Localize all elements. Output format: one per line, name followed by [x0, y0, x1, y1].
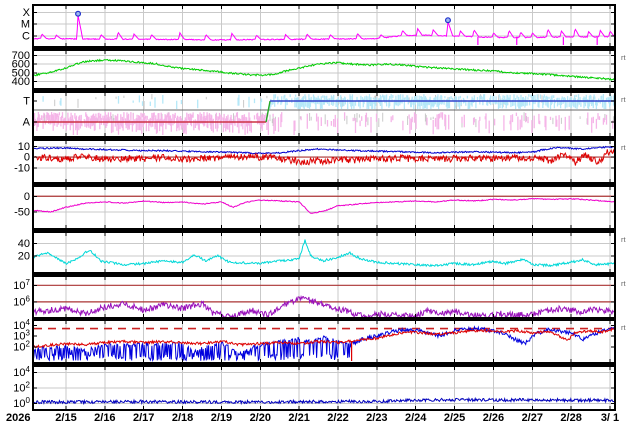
x-axis-date-label: 2/15 — [55, 412, 76, 424]
panel-border — [32, 275, 616, 319]
x-axis-date-label: 2/20 — [250, 412, 271, 424]
y-axis-label: 102 — [13, 339, 30, 353]
y-axis-label: X — [23, 7, 31, 19]
y-axis-label: 600 — [12, 59, 30, 71]
y-axis-label: 20 — [18, 250, 30, 262]
y-axis-label: 40 — [18, 238, 30, 250]
y-axis-label: 10 — [18, 141, 30, 153]
y-axis-label: T — [23, 96, 30, 108]
series-electron-flux — [34, 295, 614, 317]
sector-away-speckles — [34, 112, 614, 135]
realtime-source-label: rt — [621, 143, 626, 152]
x-axis-year-label: 2026 — [6, 412, 30, 424]
panel-separator — [32, 317, 616, 321]
y-axis-label: 100 — [13, 396, 30, 410]
panel-separator — [32, 46, 616, 51]
y-axis-label: 500 — [12, 67, 30, 79]
y-axis-label: 0 — [24, 191, 30, 203]
series-flux-red — [34, 326, 614, 349]
x-axis-date-label: 2/18 — [172, 412, 193, 424]
panel-separator — [32, 182, 616, 187]
series-goes-xray-flux — [34, 15, 614, 41]
y-axis-label: M — [21, 19, 30, 31]
panel-separator — [32, 362, 616, 367]
panel-border — [32, 231, 616, 274]
x-axis-date-label: 3/ 1 — [601, 412, 619, 424]
x-axis-date-label: 2/16 — [94, 412, 115, 424]
y-axis-label: 104 — [13, 365, 30, 379]
panel-border — [32, 185, 616, 230]
panel-xray-flux: XMC — [21, 4, 616, 48]
series-imf-bz — [34, 148, 614, 167]
y-axis-label: 700 — [12, 50, 30, 62]
y-axis-label: A — [23, 117, 31, 129]
x-axis-date-label: 2/28 — [560, 412, 581, 424]
y-axis-label: 102 — [13, 381, 30, 395]
realtime-source-label: rt — [621, 235, 626, 244]
x-axis-date-label: 2/25 — [444, 412, 465, 424]
panel-border — [32, 4, 616, 48]
y-axis-label: C — [22, 30, 30, 42]
panel-separator — [32, 136, 616, 141]
x-axis-date-label: 2/19 — [211, 412, 232, 424]
panel-separator — [32, 88, 616, 93]
y-axis-label: 0 — [24, 152, 30, 164]
panel-imf-bz-bt: 100-10 rt — [14, 139, 626, 184]
flare-event-marker — [444, 17, 451, 24]
panel-dst-index: 0-50 — [14, 185, 616, 230]
series-dst — [34, 197, 614, 215]
x-axis: 2/15 2/16 2/17 2/18 2/19 2/20 2/21 2/22 2/23 2/24… — [6, 412, 619, 424]
x-axis-date-label: 2/27 — [522, 412, 543, 424]
y-axis-label: 400 — [12, 76, 30, 88]
realtime-source-label: rt — [621, 279, 626, 288]
y-axis-label: -50 — [14, 206, 30, 218]
x-axis-date-label: 2/24 — [405, 412, 427, 424]
series-low-energy-flux — [34, 396, 614, 406]
series-imf-bt — [34, 145, 614, 155]
panel-separator — [32, 228, 616, 233]
x-axis-date-label: 2/21 — [288, 412, 309, 424]
panel-electron-flux: 107 106 rt — [13, 275, 626, 319]
realtime-source-label: rt — [621, 323, 626, 332]
y-axis-label: 106 — [13, 294, 30, 308]
x-axis-date-label: 2/26 — [483, 412, 504, 424]
x-axis-date-label: 2/17 — [133, 412, 154, 424]
sector-line-change — [265, 100, 271, 123]
y-axis-label: -10 — [14, 162, 30, 174]
x-axis-date-label: 2/22 — [327, 412, 348, 424]
panel-separator — [32, 272, 616, 277]
series-flux-blue — [34, 325, 614, 362]
realtime-source-label: rt — [621, 95, 626, 104]
series-solar-wind-speed — [34, 58, 614, 82]
series-density — [34, 239, 614, 268]
x-axis-date-label: 2/23 — [366, 412, 387, 424]
realtime-source-label: rt — [621, 53, 626, 62]
y-axis-label: 107 — [13, 278, 30, 292]
flare-event-marker — [75, 10, 82, 17]
